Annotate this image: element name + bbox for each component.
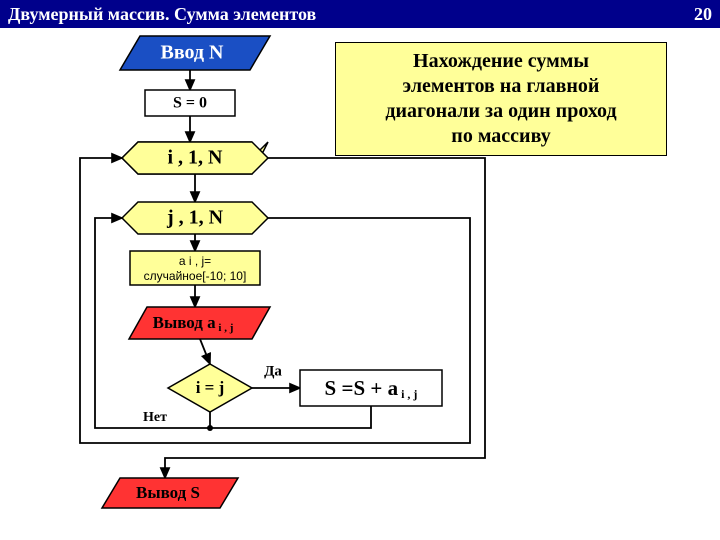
svg-text:i = j: i = j (196, 378, 225, 397)
flowchart-canvas: Ввод N S = 0 i , 1, N j , 1, N a i , j= … (0, 28, 720, 540)
label-yes: Да (264, 363, 282, 379)
svg-text:a i , j=: a i , j= (179, 254, 211, 268)
node-sum: S =S + a i , j (300, 370, 442, 406)
title-bar: Двумерный массив. Сумма элементов 20 (0, 0, 720, 28)
node-output-a: Вывод a i , j (129, 307, 270, 339)
node-loop-i: i , 1, N (122, 142, 268, 174)
node-decision-ij: i = j (168, 364, 252, 412)
label-no: Нет (143, 410, 167, 425)
node-output-s: Вывод S (102, 478, 238, 508)
node-input-n: Ввод N (120, 36, 270, 70)
page-number: 20 (694, 4, 712, 25)
svg-text:Вывод S: Вывод S (136, 483, 200, 502)
node-init-s: S = 0 (145, 90, 235, 116)
svg-text:Ввод N: Ввод N (161, 42, 225, 64)
svg-text:S = 0: S = 0 (173, 95, 207, 112)
node-loop-j: j , 1, N (122, 202, 268, 234)
svg-text:i , 1, N: i , 1, N (168, 147, 224, 169)
node-assign-random: a i , j= случайное[-10; 10] (130, 251, 260, 285)
svg-text:случайное[-10; 10]: случайное[-10; 10] (144, 269, 247, 283)
svg-text:j , 1, N: j , 1, N (166, 207, 224, 229)
title-text: Двумерный массив. Сумма элементов (8, 4, 316, 25)
